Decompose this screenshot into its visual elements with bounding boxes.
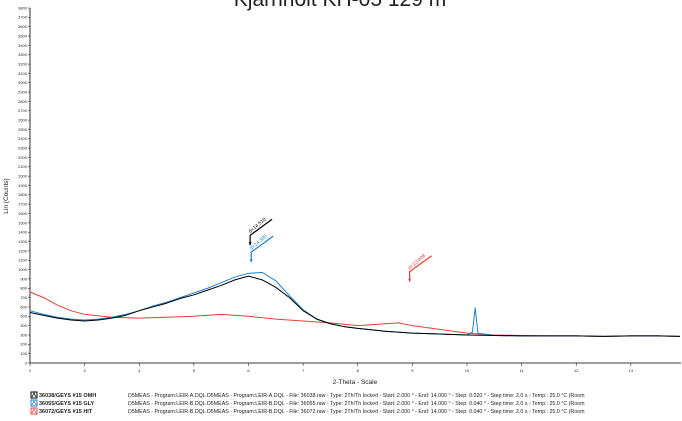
legend-swatch-line [31,408,37,414]
y-tick-label: 1800 [18,192,28,197]
y-tick-label: 200 [20,342,27,347]
y-tick-label: 1500 [18,220,28,225]
annotation-leader [249,218,273,246]
y-tick-label: 3000 [18,80,28,85]
y-tick-label: 500 [20,314,27,319]
y-tick-label: 2200 [18,155,28,160]
y-tick-label: 1600 [18,211,28,216]
legend-label: 36072/GEYS #15 HIT [39,409,93,415]
y-tick-label: 1400 [18,230,28,235]
legend-description: D5MEAS - Program:LEIR-B.DQL D5MEAS - Pro… [128,401,585,407]
chart-title: Kjarnholt KH-05 129 m [234,0,446,11]
legend-swatch [30,391,38,399]
y-tick-label: 1200 [18,248,28,253]
y-tick-label: 2300 [18,146,28,151]
y-tick-label: 2900 [18,89,28,94]
x-axis-label: 2-Theta - Scale [333,379,378,386]
annotation-leader [250,235,274,263]
y-tick-label: 1700 [18,202,28,207]
series-line [29,271,681,337]
y-tick-label: 0 [25,360,28,365]
y-tick-label: 2500 [18,127,28,132]
y-tick-label: 2700 [18,108,28,113]
y-tick-label: 3200 [18,61,28,66]
y-tick-label: 2400 [18,136,28,141]
x-tick-label: 8 [357,368,360,373]
legend-swatch [30,407,38,415]
y-tick-label: 1100 [18,258,27,263]
legend-description: D5MEAS - Program:LEIR-A.DQL D5MEAS - Pro… [128,393,585,399]
series-line [29,275,681,337]
legend-swatch [30,399,38,407]
y-tick-label: 1300 [18,239,28,244]
annotation-text: d=14.380 [249,233,269,251]
y-tick-label: 1000 [18,267,28,272]
x-tick-label: 5 [193,368,196,373]
legend-label: 36038/GEYS #15 OMH [39,393,96,399]
x-tick-label: 2 [29,368,32,373]
x-tick-label: 7 [302,368,305,373]
x-tick-label: 9 [411,368,414,373]
y-tick-label: 3600 [18,24,28,29]
y-tick-label: 800 [20,286,27,291]
y-tick-label: 3100 [18,71,28,76]
y-tick-label: 300 [20,332,27,337]
y-tick-label: 900 [20,276,27,281]
y-tick-label: 3700 [18,15,28,20]
x-tick-label: 4 [138,368,141,373]
y-tick-label: 1900 [18,183,28,188]
y-axis-label: Lin (Counts) [3,178,10,213]
y-tick-label: 3300 [18,52,28,57]
annotation-leader [409,255,432,282]
legend-swatch-line [31,400,37,406]
y-tick-label: 600 [20,304,27,309]
y-tick-label: 2600 [18,118,28,123]
x-tick-label: 12 [574,368,579,373]
annotation-text: d=14.510 [248,217,268,235]
y-tick-label: 2800 [18,99,28,104]
x-tick-label: 11 [520,368,525,373]
annotation-text: d=10.008 [407,253,427,271]
y-tick-label: 3500 [18,33,28,38]
y-tick-label: 3800 [18,5,28,10]
legend-description: D5MEAS - Program:LEIR-B.DQL D5MEAS - Pro… [128,409,585,415]
y-tick-label: 100 [20,351,27,356]
y-tick-label: 2100 [18,164,28,169]
y-tick-label: 400 [20,323,27,328]
x-tick-label: 6 [247,368,250,373]
y-tick-label: 3400 [18,43,28,48]
x-tick-label: 13 [629,368,634,373]
y-tick-label: 2000 [18,174,28,179]
y-tick-label: 700 [20,295,27,300]
legend-swatch-line [31,392,37,398]
x-tick-label: 3 [84,368,87,373]
x-tick-label: 10 [465,368,470,373]
legend-label: 36055/GEYS #15 GLY [39,401,94,407]
